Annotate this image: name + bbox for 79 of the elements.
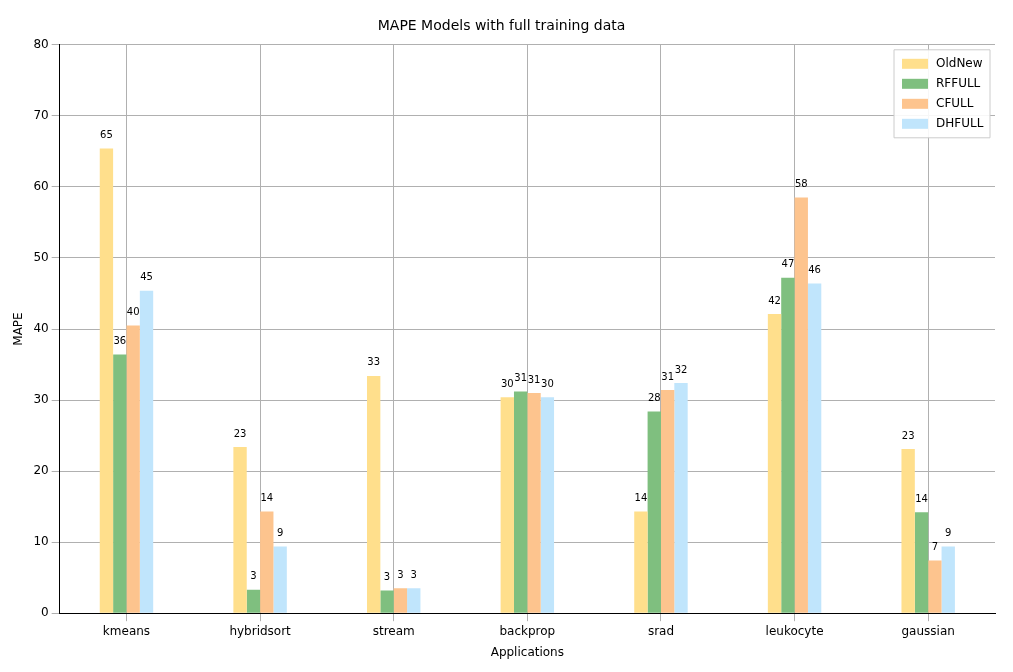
data-label: 3 — [410, 568, 417, 580]
y-tick-label: 10 — [33, 534, 49, 549]
data-label: 36 — [113, 335, 127, 347]
x-axis-title: Applications — [490, 644, 564, 659]
bar — [126, 325, 140, 613]
bar — [767, 314, 782, 613]
bar — [366, 375, 381, 613]
bar — [500, 397, 514, 613]
bar — [380, 590, 394, 613]
data-label: 9 — [276, 527, 284, 539]
bar — [540, 397, 555, 613]
x-tick-label: kmeans — [102, 623, 151, 638]
data-label: 14 — [915, 492, 928, 504]
bar — [941, 546, 955, 613]
y-tick-label: 50 — [33, 250, 49, 265]
bar — [901, 449, 915, 613]
bar — [794, 197, 808, 613]
data-label: 40 — [126, 306, 140, 318]
data-label: 14 — [634, 492, 648, 504]
x-tick-label: hybridsort — [229, 623, 292, 638]
bar — [260, 511, 274, 613]
bar — [99, 148, 114, 613]
data-label: 9 — [945, 527, 952, 539]
bar — [513, 391, 528, 613]
y-tick-label: 60 — [33, 179, 49, 194]
x-tick-label: backprop — [499, 623, 556, 638]
data-label: 3 — [397, 568, 404, 580]
data-label: 3 — [250, 570, 257, 582]
bar — [928, 560, 942, 613]
x-tick-label: srad — [647, 623, 675, 638]
data-label: 30 — [541, 377, 554, 389]
data-label: 31 — [514, 372, 528, 384]
data-label: 7 — [931, 541, 939, 553]
data-label: 32 — [674, 363, 688, 375]
x-tick-label: leukocyte — [765, 623, 824, 638]
y-tick-label: 70 — [33, 107, 49, 122]
data-label: 3 — [383, 571, 391, 583]
y-tick-label: 30 — [33, 392, 49, 407]
bar — [113, 354, 127, 613]
bar — [407, 588, 421, 613]
data-label: 14 — [260, 492, 274, 504]
data-label: 28 — [647, 392, 661, 404]
data-label: 47 — [781, 258, 795, 270]
legend-label: DHFULL — [936, 115, 984, 130]
data-label: 23 — [233, 427, 247, 439]
legend-label: OldNew — [936, 55, 983, 70]
data-label: 31 — [661, 370, 674, 382]
y-tick-label: 0 — [41, 605, 49, 620]
data-label: 23 — [901, 429, 915, 441]
data-label: 42 — [768, 294, 781, 306]
y-tick-label: 80 — [33, 36, 49, 51]
data-label: 65 — [100, 129, 113, 141]
x-tick-label: stream — [372, 623, 415, 638]
chart-title: MAPE Models with full training data — [377, 17, 626, 34]
data-label: 46 — [808, 264, 821, 276]
y-axis-title: MAPE — [11, 312, 26, 346]
bar — [233, 446, 247, 613]
bar — [914, 512, 929, 613]
bar — [246, 589, 261, 613]
bar — [273, 546, 287, 613]
bar — [660, 390, 675, 613]
bar — [781, 277, 795, 613]
data-label: 31 — [527, 373, 541, 385]
y-tick-label: 20 — [33, 463, 49, 478]
data-label: 45 — [140, 271, 153, 283]
bar — [647, 411, 661, 613]
bar — [527, 392, 541, 613]
bar — [674, 383, 688, 613]
y-tick-label: 40 — [33, 321, 49, 336]
data-label: 33 — [367, 356, 381, 368]
bar — [634, 511, 648, 613]
bar — [139, 290, 154, 613]
bar — [393, 588, 408, 613]
legend-label: CFULL — [936, 95, 974, 110]
x-tick-label: gaussian — [901, 623, 955, 638]
data-label: 58 — [794, 178, 808, 190]
data-label: 30 — [500, 377, 514, 389]
bar — [807, 283, 822, 613]
legend-label: RFFULL — [936, 75, 981, 90]
